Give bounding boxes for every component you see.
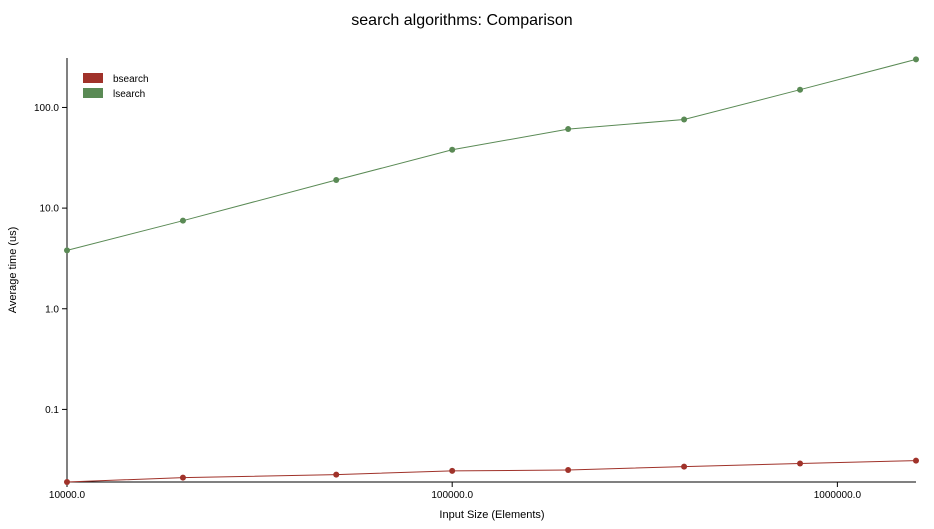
series-layer <box>64 56 919 485</box>
legend: bsearch lsearch <box>83 73 149 100</box>
data-point-lsearch <box>797 86 804 93</box>
legend-label-lsearch: lsearch <box>113 89 145 100</box>
chart-title: search algorithms: Comparison <box>351 12 572 29</box>
data-point-lsearch <box>913 56 919 63</box>
x-tick-label: 10000.0 <box>49 490 86 501</box>
data-point-bsearch <box>797 460 804 467</box>
x-tick-label: 100000.0 <box>431 490 473 501</box>
series-line-bsearch <box>66 460 917 483</box>
series-line-lsearch <box>66 58 917 251</box>
y-axis-ticks: 0.1 1.0 10.0 100.0 <box>34 103 67 416</box>
data-point-bsearch <box>913 457 919 464</box>
data-point-lsearch <box>64 247 70 254</box>
data-point-lsearch <box>681 116 688 123</box>
data-point-lsearch <box>179 217 186 224</box>
data-point-bsearch <box>565 467 572 474</box>
data-point-lsearch <box>333 177 340 184</box>
data-point-lsearch <box>449 146 456 153</box>
x-axis-ticks: 10000.0 100000.0 1000000.0 <box>49 482 862 501</box>
data-point-bsearch <box>681 463 688 470</box>
y-axis-label: Average time (us) <box>7 227 19 314</box>
legend-label-bsearch: bsearch <box>113 74 149 85</box>
x-axis-label: Input Size (Elements) <box>439 509 544 521</box>
data-point-lsearch <box>565 126 572 133</box>
y-tick-label: 1.0 <box>45 304 59 315</box>
data-point-bsearch <box>179 474 186 481</box>
legend-swatch-lsearch <box>83 88 103 98</box>
legend-swatch-bsearch <box>83 73 103 83</box>
y-tick-label: 10.0 <box>40 204 60 215</box>
data-point-bsearch <box>64 479 70 485</box>
y-tick-label: 100.0 <box>34 103 59 114</box>
data-point-bsearch <box>449 467 456 474</box>
y-tick-label: 0.1 <box>45 405 59 416</box>
x-tick-label: 1000000.0 <box>814 490 862 501</box>
data-point-bsearch <box>333 471 340 478</box>
